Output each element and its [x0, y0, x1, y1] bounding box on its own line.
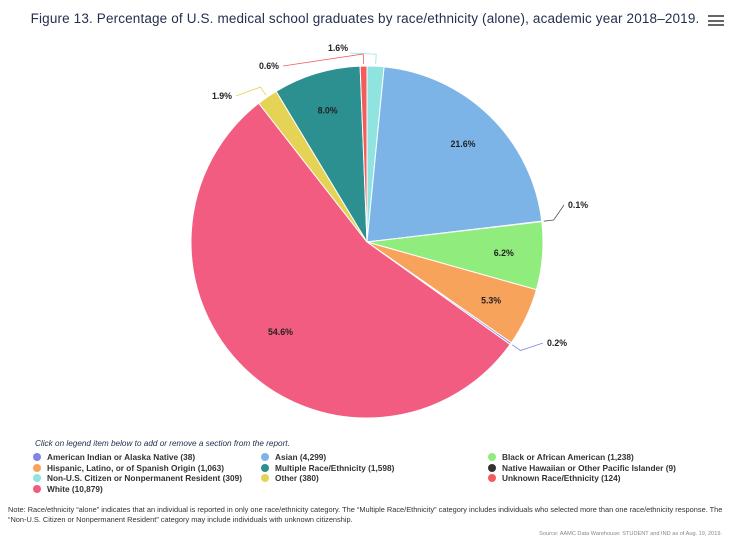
- legend-item-asian[interactable]: Asian (4,299): [261, 452, 326, 462]
- legend-item-multiple-race-ethnicity[interactable]: Multiple Race/Ethnicity (1,598): [261, 463, 394, 473]
- legend-item-hispanic-latino-or-of-spanish-origin[interactable]: Hispanic, Latino, or of Spanish Origin (…: [33, 463, 224, 473]
- legend-item-unknown-race-ethnicity[interactable]: Unknown Race/Ethnicity (124): [488, 473, 621, 483]
- legend-swatch: [33, 474, 41, 483]
- connector-other: [235, 86, 267, 97]
- legend-swatch: [261, 463, 269, 472]
- data-label-asian: 21.6%: [451, 139, 476, 149]
- legend-item-native-hawaiian-or-other-pacific-islander[interactable]: Native Hawaiian or Other Pacific Islande…: [488, 463, 676, 473]
- slice-multiple-race-ethnicity[interactable]: [275, 65, 368, 243]
- legend-hint: Click on legend item below to add or rem…: [35, 439, 290, 448]
- legend-item-non-u-s-citizen-or-nonpermanent-resident[interactable]: Non-U.S. Citizen or Nonpermanent Residen…: [33, 473, 242, 483]
- legend-label: Unknown Race/Ethnicity (124): [502, 473, 621, 484]
- legend-label: Other (380): [275, 473, 319, 484]
- slice-white[interactable]: [190, 102, 511, 419]
- pie-chart: 1.6% 21.6% 0.1% 6.2% 5.3% 0.2% 54.6% 1.9% 8.0% 0.…: [190, 43, 588, 419]
- legend-item-american-indian-or-alaska-native[interactable]: American Indian or Alaska Native (38): [33, 452, 195, 462]
- connector-native-hawaiian-or-other-pacific-islander: [543, 204, 565, 222]
- legend-swatch: [488, 463, 496, 472]
- legend-swatch: [261, 453, 269, 461]
- data-label-multiple-race-ethnicity: 8.0%: [318, 106, 338, 116]
- legend-item-other[interactable]: Other (380): [261, 473, 319, 483]
- slice-unknown-race-ethnicity[interactable]: [359, 65, 368, 243]
- data-label-black-or-african-american: 6.2%: [494, 248, 514, 258]
- data-label-non-u-s-citizen-or-nonpermanent-resident: 1.6%: [328, 43, 348, 53]
- connector-american-indian-or-alaska-native: [512, 342, 544, 351]
- data-label-white: 54.6%: [268, 327, 293, 337]
- data-label-other: 1.9%: [212, 91, 232, 101]
- chart-title: Figure 13. Percentage of U.S. medical sc…: [30, 11, 700, 26]
- legend-item-white[interactable]: White (10,879): [33, 484, 103, 494]
- legend-label: Black or African American (1,238): [502, 452, 634, 462]
- legend-swatch: [261, 474, 269, 483]
- data-label-hispanic-latino-or-of-spanish-origin: 5.3%: [481, 296, 501, 306]
- legend-label: White (10,879): [47, 483, 103, 494]
- data-label-american-indian-or-alaska-native: 0.2%: [547, 338, 567, 348]
- legend-label: Non-U.S. Citizen or Nonpermanent Residen…: [47, 473, 242, 484]
- slice-asian[interactable]: [366, 66, 543, 243]
- connector-non-u-s-citizen-or-nonpermanent-resident: [349, 52, 377, 65]
- source-text: Source: AAMC Data Warehouse: STUDENT and…: [539, 531, 722, 537]
- pie-slices: [190, 65, 544, 419]
- legend-swatch: [488, 474, 496, 483]
- label-connectors: [235, 52, 565, 351]
- legend-label: Hispanic, Latino, or of Spanish Origin (…: [47, 462, 225, 473]
- data-label-unknown-race-ethnicity: 0.6%: [259, 61, 279, 71]
- legend-swatch: [33, 484, 41, 493]
- legend-label: Asian (4,299): [275, 452, 327, 462]
- footnote: Note: Race/ethnicity “alone” indicates t…: [8, 505, 723, 524]
- legend-item-black-or-african-american[interactable]: Black or African American (1,238): [488, 452, 634, 462]
- legend-label: Native Hawaiian or Other Pacific Islande…: [502, 462, 676, 473]
- connector-unknown-race-ethnicity: [282, 53, 364, 67]
- legend-label: Multiple Race/Ethnicity (1,598): [275, 462, 395, 473]
- data-labels: 1.6% 21.6% 0.1% 6.2% 5.3% 0.2% 54.6% 1.9% 8.0% 0.…: [212, 43, 588, 348]
- legend-swatch: [33, 453, 41, 461]
- legend-swatch: [33, 463, 41, 472]
- hamburger-menu-icon[interactable]: [708, 15, 724, 29]
- data-label-native-hawaiian-or-other-pacific-islander: 0.1%: [568, 200, 588, 210]
- legend-swatch: [488, 453, 496, 461]
- legend-label: American Indian or Alaska Native (38): [47, 452, 196, 462]
